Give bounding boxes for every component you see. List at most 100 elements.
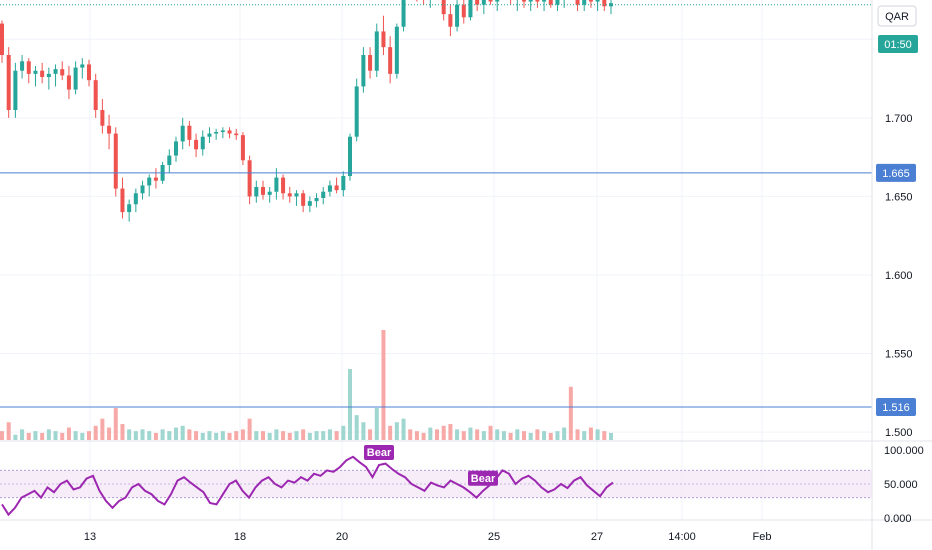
candle-body — [227, 130, 232, 134]
volume-bar — [434, 429, 440, 440]
countdown-tag — [878, 35, 918, 53]
candle-body — [234, 133, 239, 136]
volume-bar — [153, 432, 158, 440]
indicator-signal-label: Bear — [367, 447, 392, 459]
candle-body — [468, 0, 473, 18]
candle-body — [401, 0, 406, 27]
candle-layer — [0, 0, 614, 222]
volume-bar — [247, 418, 252, 440]
volume-bar — [475, 429, 480, 440]
currency-badge — [877, 5, 917, 27]
candle-body — [495, 0, 500, 2]
volume-bar — [307, 432, 312, 440]
currency-badge-label: QAR — [885, 11, 909, 23]
volume-bar — [508, 432, 513, 440]
volume-bar — [207, 431, 212, 440]
indicator-signal-label: Bear — [471, 473, 496, 485]
volume-bar — [542, 431, 547, 440]
volume-bar — [20, 429, 25, 440]
volume-bar — [528, 432, 533, 440]
volume-bar — [0, 431, 5, 440]
candle-body — [0, 23, 5, 55]
volume-bar — [40, 432, 45, 440]
candle-body — [488, 0, 493, 2]
volume-bar — [301, 429, 306, 440]
volume-bar — [53, 431, 58, 440]
candle-body — [93, 80, 98, 110]
volume-bar — [575, 429, 580, 440]
candle-body — [133, 193, 138, 205]
candle-body — [40, 70, 45, 77]
candle-body — [354, 86, 359, 137]
indicator-line — [1, 455, 614, 517]
price-tick-label: 1.550 — [885, 349, 913, 361]
volume-bar — [140, 429, 145, 440]
volume-bar — [120, 424, 125, 440]
candle-body — [274, 177, 279, 192]
volume-bar — [6, 422, 11, 440]
candle-body — [301, 193, 306, 206]
grid-layer — [0, 0, 872, 520]
price-line-tag — [876, 163, 916, 182]
candle-body — [294, 193, 299, 197]
candle-body — [535, 0, 540, 2]
volume-bar — [608, 432, 614, 440]
candle-body — [595, 0, 600, 2]
candle-body — [334, 185, 339, 191]
candle-body — [608, 3, 614, 7]
volume-bar — [321, 431, 326, 440]
volume-bar — [214, 432, 219, 440]
candle-body — [113, 133, 118, 189]
volume-bar — [515, 429, 520, 440]
countdown-label: 01:50 — [884, 39, 912, 51]
time-tick-label: 20 — [336, 531, 348, 543]
volume-bar — [535, 429, 540, 440]
candle-body — [475, 0, 480, 5]
indicator-signal-badge — [364, 444, 394, 460]
candle-body — [588, 0, 593, 2]
indicator-tick-label: 100.000 — [884, 445, 924, 457]
volume-bar — [347, 369, 353, 440]
candle-body — [602, 0, 607, 7]
volume-bar — [374, 408, 379, 440]
candle-body — [555, 0, 560, 5]
candle-body — [361, 55, 366, 87]
indicator-signal-badge — [468, 470, 498, 486]
volume-bar — [287, 432, 292, 440]
volume-bar — [501, 431, 506, 440]
volume-bar — [66, 427, 71, 440]
volume-bar — [555, 431, 560, 440]
volume-bar — [588, 427, 593, 440]
volume-bar — [468, 427, 473, 440]
volume-bar — [220, 431, 225, 440]
candle-body — [80, 64, 85, 68]
candle-body — [33, 70, 38, 74]
volume-bar — [200, 432, 205, 440]
candle-body — [381, 31, 386, 48]
volume-bar — [314, 431, 319, 440]
candle-body — [20, 61, 25, 71]
volume-bar — [421, 432, 426, 440]
volume-bar — [441, 425, 446, 440]
candle-body — [66, 75, 71, 90]
volume-bar — [521, 431, 527, 440]
volume-bar — [388, 425, 393, 440]
candle-body — [327, 185, 332, 192]
volume-bar — [401, 418, 406, 440]
volume-bar — [73, 431, 78, 440]
candle-body — [46, 73, 51, 77]
time-tick-label: 13 — [84, 531, 96, 543]
candle-body — [260, 187, 266, 195]
volume-bar — [173, 427, 179, 440]
volume-bar — [448, 424, 453, 440]
candle-body — [214, 132, 219, 134]
volume-bar — [180, 425, 185, 440]
candle-body — [26, 61, 31, 74]
price-line-layer — [0, 4, 872, 408]
volume-bar — [26, 432, 31, 440]
candle-body — [53, 69, 58, 74]
candle-body — [207, 133, 212, 137]
volume-bar — [13, 434, 18, 440]
